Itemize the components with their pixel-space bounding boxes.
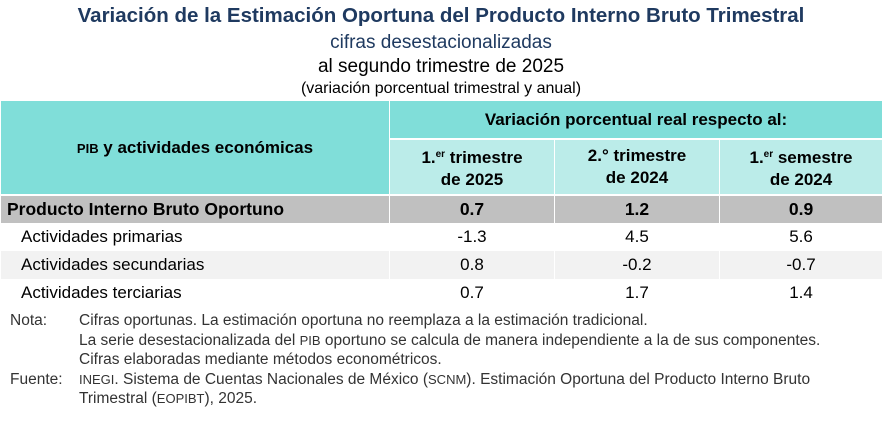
table-row: Actividades secundarias 0.8 -0.2 -0.7 <box>0 251 882 279</box>
column-header: 1.er semestre de 2024 <box>718 139 882 196</box>
cell-value: 5.6 <box>718 223 882 251</box>
cell-value: 1.4 <box>718 279 882 307</box>
row-label: Actividades secundarias <box>0 251 390 279</box>
subtitle-period: al segundo trimestre de 2025 <box>317 56 565 77</box>
pib-abbr: PIB <box>76 140 99 156</box>
note-2: La serie desestacionalizada del PIB opor… <box>79 331 821 349</box>
row-label: Producto Interno Bruto Oportuno <box>0 195 390 223</box>
table-row: Actividades primarias -1.3 4.5 5.6 <box>0 223 882 251</box>
footnotes: Nota: Cifras oportunas. La estimación op… <box>10 311 869 409</box>
cell-value: 1.7 <box>554 279 720 307</box>
cell-value: -1.3 <box>389 223 555 251</box>
table-row-total: Producto Interno Bruto Oportuno 0.7 1.2 … <box>0 195 882 223</box>
column-header: 1.er trimestre de 2025 <box>389 139 555 196</box>
subtitle-units: (variación porcentual trimestral y anual… <box>300 80 582 97</box>
note-1: Cifras oportunas. La estimación oportuna… <box>79 312 648 329</box>
cell-value: 4.5 <box>554 223 720 251</box>
note-label: Nota: <box>10 312 48 329</box>
cell-value: 0.7 <box>389 279 555 307</box>
subtitle: cifras desestacionalizadas <box>330 32 552 53</box>
cell-value: -0.7 <box>718 251 882 279</box>
table-row: Actividades terciarias 0.7 1.7 1.4 <box>0 279 882 307</box>
cell-value: 1.2 <box>554 195 720 223</box>
group-header: Variación porcentual real respecto al: <box>388 101 882 140</box>
note-3: Cifras elaboradas mediante métodos econo… <box>79 351 442 368</box>
source-label: Fuente: <box>10 370 63 388</box>
cell-value: -0.2 <box>554 251 720 279</box>
note-text: Cifras oportunas. La estimación oportuna… <box>79 311 869 370</box>
page-title: Variación de la Estimación Oportuna del … <box>77 4 805 27</box>
column-header: 2.° trimestre de 2024 <box>554 139 720 196</box>
data-table: PIB y actividades económicas Variación p… <box>0 101 882 307</box>
source-text: INEGI. Sistema de Cuentas Nacionales de … <box>79 370 811 408</box>
header-activities: PIB y actividades económicas <box>0 101 390 196</box>
header-activities-label: y actividades económicas <box>98 137 314 157</box>
cell-value: 0.9 <box>718 195 882 223</box>
row-label: Actividades terciarias <box>0 279 390 307</box>
row-label: Actividades primarias <box>0 223 390 251</box>
cell-value: 0.8 <box>389 251 555 279</box>
cell-value: 0.7 <box>389 195 555 223</box>
